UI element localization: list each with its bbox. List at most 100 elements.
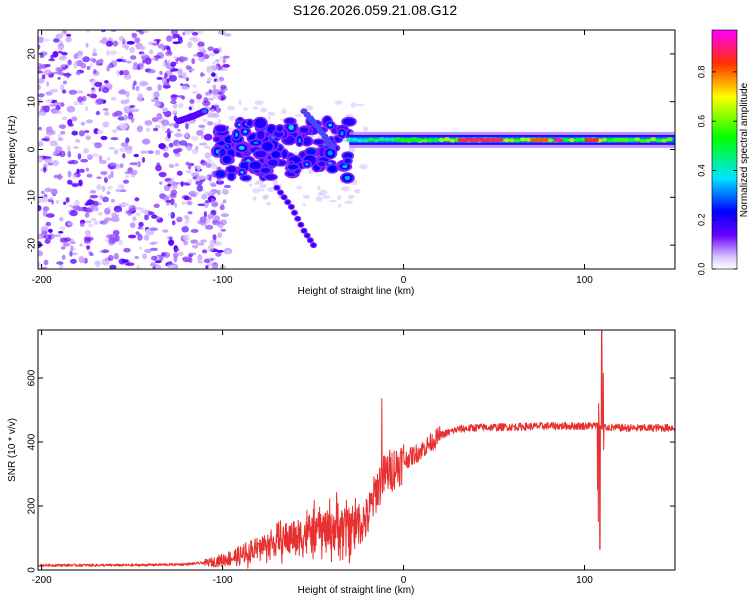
noise-blob bbox=[75, 71, 81, 76]
noise-blob bbox=[38, 84, 41, 90]
cluster-blob bbox=[302, 137, 312, 146]
noise-blob bbox=[38, 205, 42, 212]
noise-blob bbox=[154, 91, 160, 98]
noise-blob bbox=[170, 100, 177, 104]
noise-blob bbox=[144, 214, 149, 221]
noise-blob bbox=[167, 131, 171, 139]
noise-blob bbox=[43, 259, 49, 266]
noise-blob bbox=[133, 153, 139, 158]
noise-blob bbox=[99, 160, 108, 164]
noise-blob bbox=[64, 64, 69, 69]
noise-blob bbox=[183, 195, 189, 201]
noise-blob bbox=[108, 50, 117, 56]
noise-blob bbox=[210, 72, 216, 77]
noise-blob bbox=[86, 244, 91, 251]
noise-blob bbox=[38, 157, 42, 163]
noise-blob bbox=[167, 183, 172, 187]
noise-blob bbox=[55, 146, 63, 152]
noise-blob bbox=[69, 209, 78, 217]
haze-blob bbox=[308, 168, 313, 175]
noise-blob bbox=[222, 57, 227, 64]
haze-blob bbox=[252, 196, 257, 201]
noise-blob bbox=[83, 148, 89, 154]
noise-blob bbox=[177, 68, 183, 76]
noise-blob bbox=[162, 195, 170, 201]
noise-blob bbox=[59, 150, 66, 158]
noise-blob bbox=[110, 137, 119, 141]
noise-blob bbox=[45, 91, 53, 96]
noise-blob bbox=[121, 259, 129, 263]
colorbar-tick-label: 0.4 bbox=[696, 164, 706, 177]
noise-blob bbox=[216, 250, 224, 253]
noise-blob bbox=[192, 32, 199, 36]
noise-blob bbox=[129, 162, 138, 166]
noise-blob bbox=[139, 63, 144, 70]
noise-blob bbox=[179, 140, 188, 146]
noise-blob bbox=[65, 197, 70, 203]
cluster-blob bbox=[215, 170, 226, 178]
cluster-blob bbox=[287, 164, 299, 170]
haze-blob bbox=[356, 103, 365, 107]
noise-blob bbox=[213, 236, 217, 244]
noise-blob bbox=[122, 153, 126, 159]
snr-ticks: -200 -100 0 100 0 200 400 600 bbox=[27, 330, 675, 586]
noise-blob bbox=[86, 66, 91, 70]
noise-blob bbox=[150, 98, 158, 102]
noise-blob bbox=[77, 153, 82, 160]
noise-blob bbox=[110, 198, 115, 203]
noise-blob bbox=[108, 146, 116, 150]
cluster-blob-core bbox=[288, 125, 294, 130]
noise-blob bbox=[58, 230, 64, 234]
haze-blob bbox=[228, 115, 236, 121]
cluster-blob bbox=[260, 168, 270, 173]
noise-blob bbox=[40, 105, 46, 111]
noise-blob bbox=[39, 51, 48, 56]
noise-blob bbox=[139, 30, 145, 35]
noise-blob bbox=[170, 198, 175, 206]
noise-blob bbox=[43, 234, 52, 240]
noise-blob bbox=[190, 135, 199, 141]
noise-blob bbox=[40, 190, 46, 195]
cluster-blob bbox=[268, 159, 278, 166]
carrier-segment bbox=[660, 138, 668, 143]
noise-blob bbox=[212, 84, 217, 90]
carrier-segment bbox=[579, 137, 586, 142]
descending-streak-2-core bbox=[274, 185, 279, 190]
noise-blob bbox=[45, 221, 52, 227]
noise-blob bbox=[104, 80, 109, 84]
noise-blob bbox=[190, 228, 199, 233]
noise-blob bbox=[208, 53, 215, 57]
carrier-segment bbox=[367, 137, 375, 142]
noise-blob bbox=[102, 196, 109, 203]
noise-blob bbox=[114, 110, 123, 117]
noise-blob bbox=[222, 64, 230, 68]
haze-blob bbox=[202, 141, 207, 146]
descending-streak-1-core bbox=[305, 113, 310, 117]
carrier-segment bbox=[422, 138, 429, 143]
noise-blob bbox=[159, 181, 163, 185]
noise-blob bbox=[52, 160, 59, 167]
spectrogram-ytick-label: -20 bbox=[27, 237, 38, 252]
noise-blob bbox=[41, 74, 46, 80]
noise-blob bbox=[87, 223, 94, 228]
noise-blob bbox=[197, 203, 205, 207]
noise-blob bbox=[78, 102, 85, 106]
noise-blob bbox=[53, 174, 60, 179]
carrier-segment bbox=[427, 138, 434, 143]
noise-blob bbox=[102, 249, 110, 254]
noise-blob bbox=[128, 234, 137, 239]
haze-blob bbox=[221, 188, 228, 195]
snr-xtick-label: -200 bbox=[32, 575, 52, 586]
noise-blob bbox=[208, 89, 212, 94]
noise-blob bbox=[153, 55, 161, 59]
noise-blob bbox=[207, 244, 214, 252]
haze-blob bbox=[203, 176, 210, 179]
noise-blob bbox=[210, 108, 215, 113]
noise-blob bbox=[216, 79, 222, 83]
colorbar-tick-label: 0.0 bbox=[696, 263, 706, 276]
noise-blob bbox=[186, 179, 193, 184]
noise-blob bbox=[38, 93, 45, 98]
colorbar-tick-label: 0.2 bbox=[696, 213, 706, 226]
noise-blob bbox=[45, 99, 53, 103]
noise-blob bbox=[114, 149, 118, 154]
